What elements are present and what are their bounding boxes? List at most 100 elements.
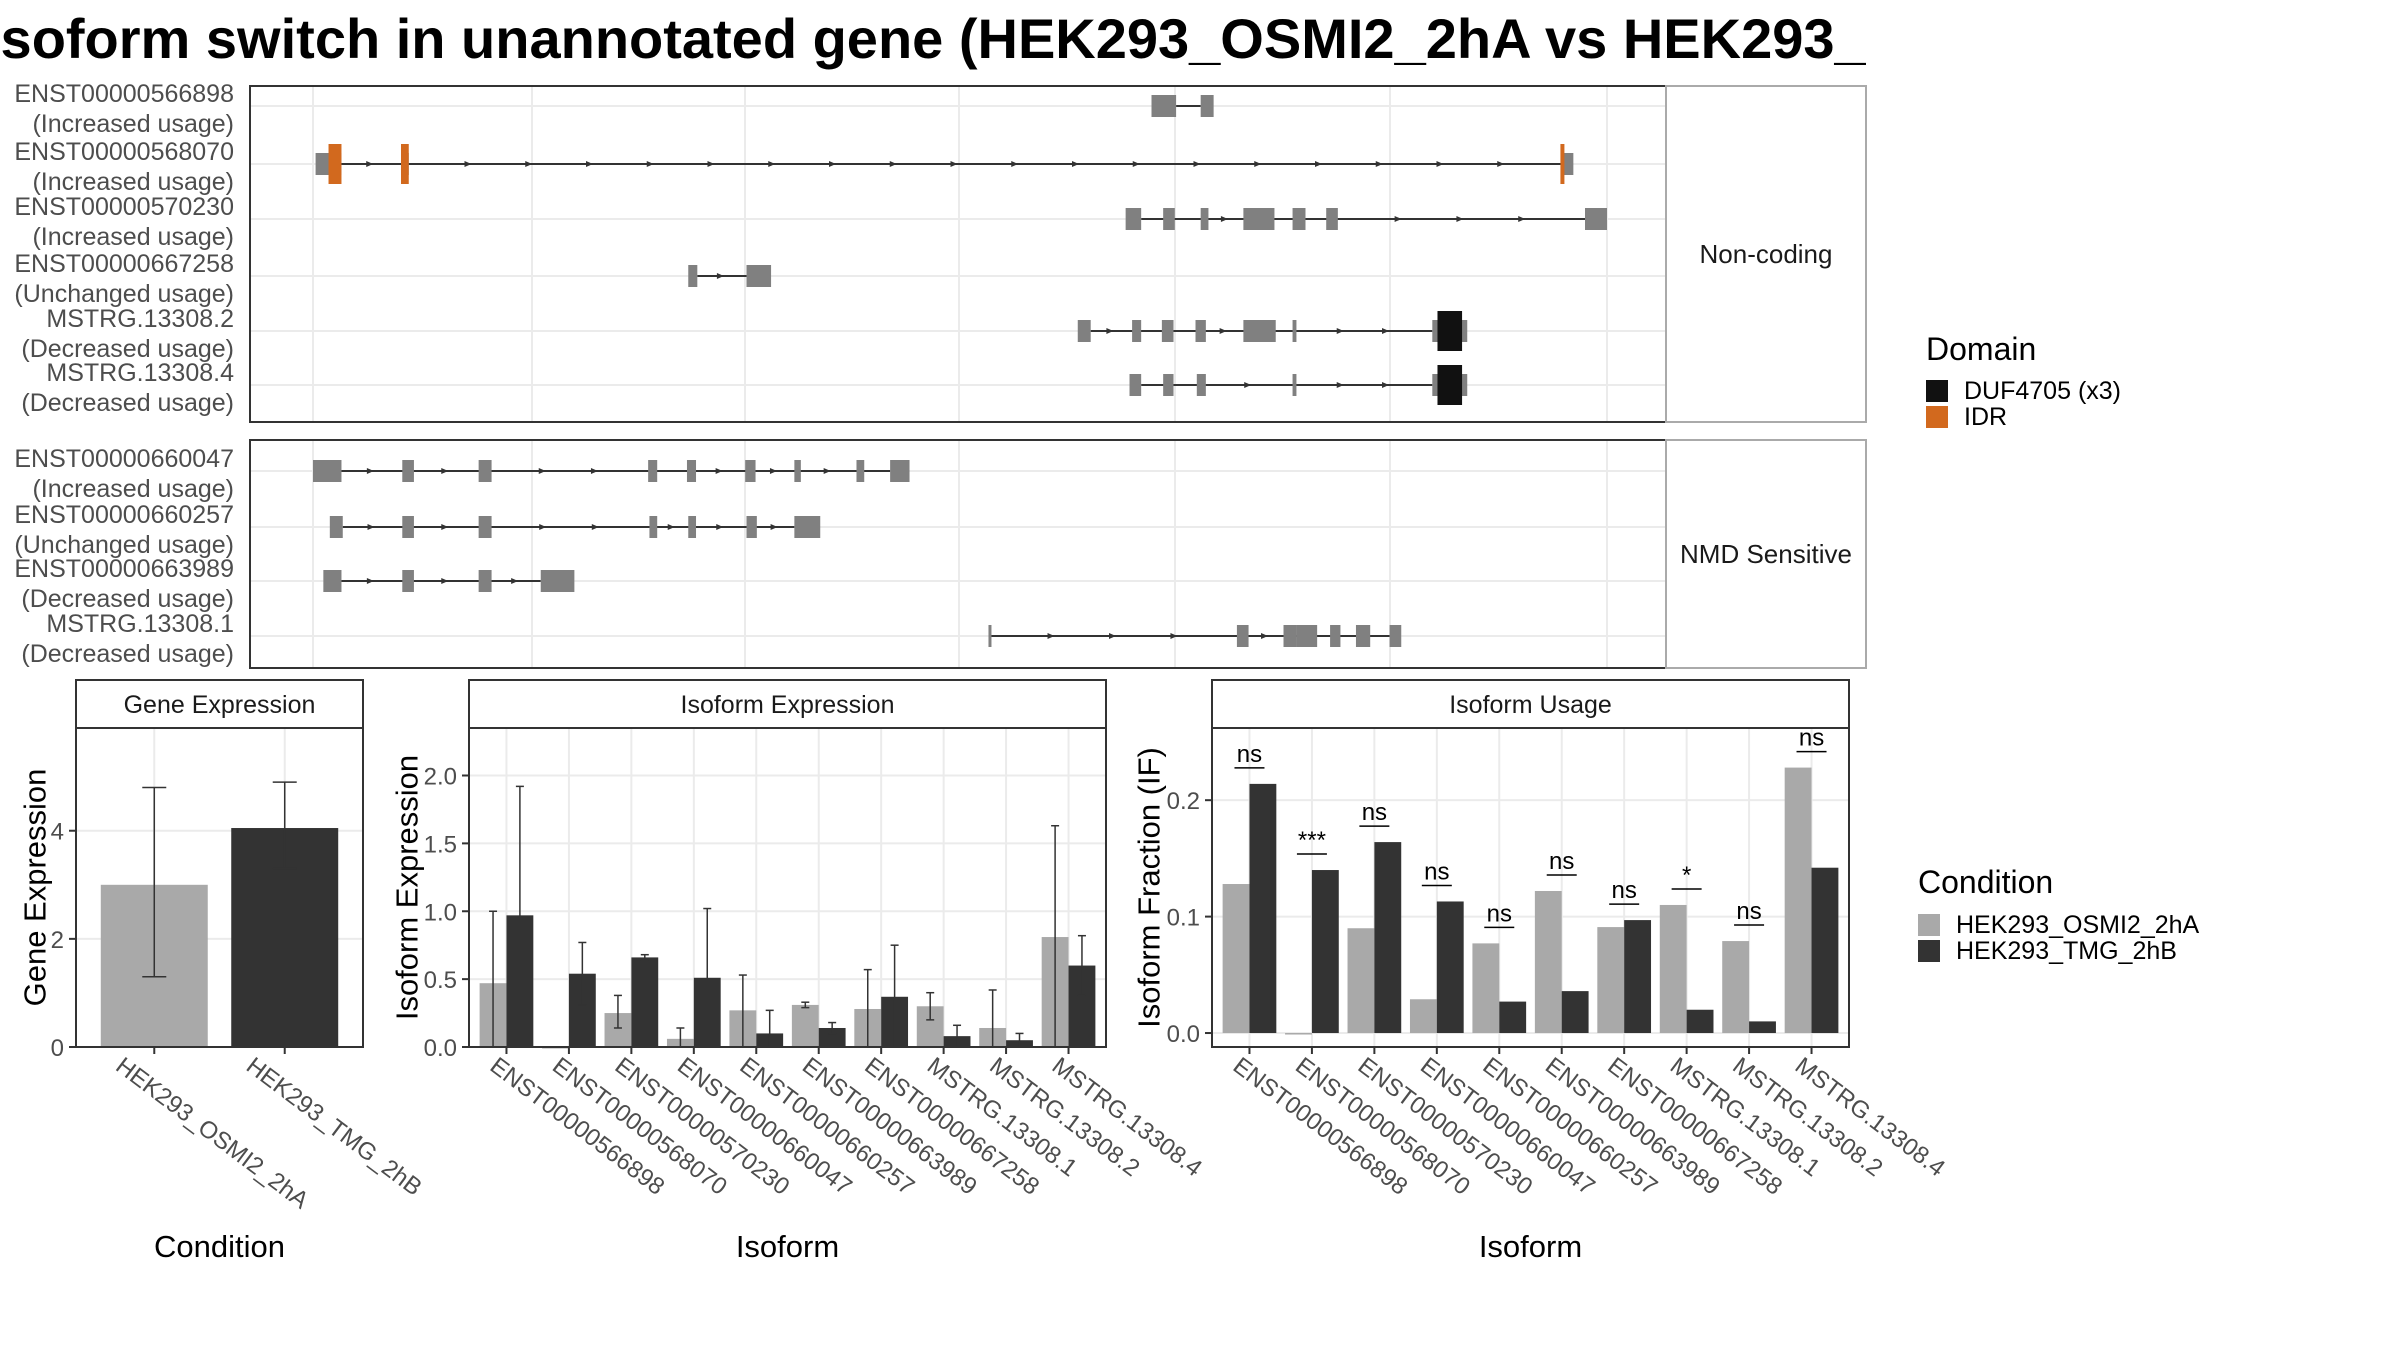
bar [791,1004,819,1047]
exon [1296,625,1318,647]
exon [402,570,414,592]
y-tick-label: 0.2 [1167,788,1200,815]
exon [1077,320,1091,342]
intron-arrow [1011,161,1019,167]
chart-panel-border [1211,727,1850,1048]
exon [1236,625,1249,647]
intron-arrow [768,161,776,167]
exon [1292,320,1297,342]
bar [1409,999,1437,1034]
y-axis-label: Isoform Fraction (IF) [1131,747,1166,1028]
intron-arrow [716,273,724,279]
exon [323,570,342,592]
exon [1163,208,1175,230]
domain-legend-key [1926,380,1948,402]
exon [1125,208,1142,230]
intron-arrow [1132,161,1140,167]
bar [1561,991,1589,1034]
domain-legend-label: DUF4705 (x3) [1964,377,2121,405]
bar [1499,1001,1527,1034]
condition-legend-title: Condition [1918,864,2053,900]
condition-legend-key [1918,914,1940,936]
exon [1243,208,1275,230]
exon [329,516,343,538]
significance-label: ns [1549,848,1574,875]
intron-arrow [538,468,546,474]
intron-arrow [646,161,654,167]
facet-label: Non-coding [1700,239,1833,269]
exon [746,265,772,287]
chart-panel-bg [1212,728,1849,1047]
exon [1292,208,1306,230]
exon [1163,374,1174,396]
significance-label: ns [1487,900,1512,927]
expression-charts: Gene Expression024HEK293_OSMI2_2hAHEK293… [17,679,1950,1264]
intron-arrow [1382,328,1390,334]
isoform-usage-label: (Unchanged usage) [14,531,234,559]
condition-legend-label: HEK293_OSMI2_2hA [1956,911,2200,939]
intron-arrow [464,161,472,167]
isoform-id-label: ENST00000663989 [14,555,234,583]
exon [649,516,658,538]
isoform-id-label: ENST00000667258 [14,250,234,278]
exon [1389,625,1402,647]
intron-arrow [1170,633,1178,639]
bar [1222,884,1250,1034]
exon [688,265,698,287]
intron-arrow [591,524,599,530]
significance-label: ns [1736,898,1761,925]
intron-arrow [367,524,375,530]
intron-arrow [539,524,547,530]
exon [402,460,414,482]
intron-arrow [1394,216,1402,222]
intron-arrow [667,524,675,530]
intron-arrow [1254,161,1262,167]
domain-idr [400,144,409,184]
bar [1686,1009,1714,1034]
y-tick-label: 2.0 [424,764,457,791]
exon [478,460,492,482]
intron-arrow [769,468,777,474]
intron-arrow [511,578,519,584]
intron-arrow [1336,382,1344,388]
exon [794,460,801,482]
exon [1196,374,1206,396]
condition-legend-key [1918,940,1940,962]
chart-title: Gene Expression [124,691,316,719]
intron-arrow [1244,382,1252,388]
exon [313,460,342,482]
exon [745,460,756,482]
exon [1243,320,1276,342]
chart-title-strip [75,679,364,729]
intron-arrow [525,161,533,167]
domain-idr [1560,144,1565,184]
exon [540,570,575,592]
bar [1749,1021,1776,1034]
exon [648,460,658,482]
bar [1436,901,1464,1034]
exon [1195,320,1206,342]
exon [1292,374,1297,396]
y-axis-label: Isoform Expression [389,755,424,1020]
intron-arrow [366,161,374,167]
y-tick-label: 1.5 [424,831,457,858]
exon [1151,95,1177,117]
exon [988,625,992,647]
intron-arrow [1456,216,1464,222]
exon [746,516,757,538]
legends: Domain DUF4705 (x3)IDR Condition HEK293_OSM… [1918,331,2200,965]
bar [818,1027,846,1047]
intron-arrow [1219,328,1227,334]
bar [1784,767,1812,1034]
facet-strip [1665,439,1867,669]
domain-legend-key [1926,406,1948,428]
intron-arrow [823,468,831,474]
figure-title: Isoform switch in unannotated gene (HEK2… [0,7,2146,70]
isoform-id-label: MSTRG.13308.1 [46,610,234,638]
intron-arrow [1108,633,1116,639]
isoform-usage-label: (Decreased usage) [21,640,234,668]
chart-title: Isoform Usage [1449,691,1612,719]
intron-arrow [441,468,449,474]
exon [1563,153,1574,175]
